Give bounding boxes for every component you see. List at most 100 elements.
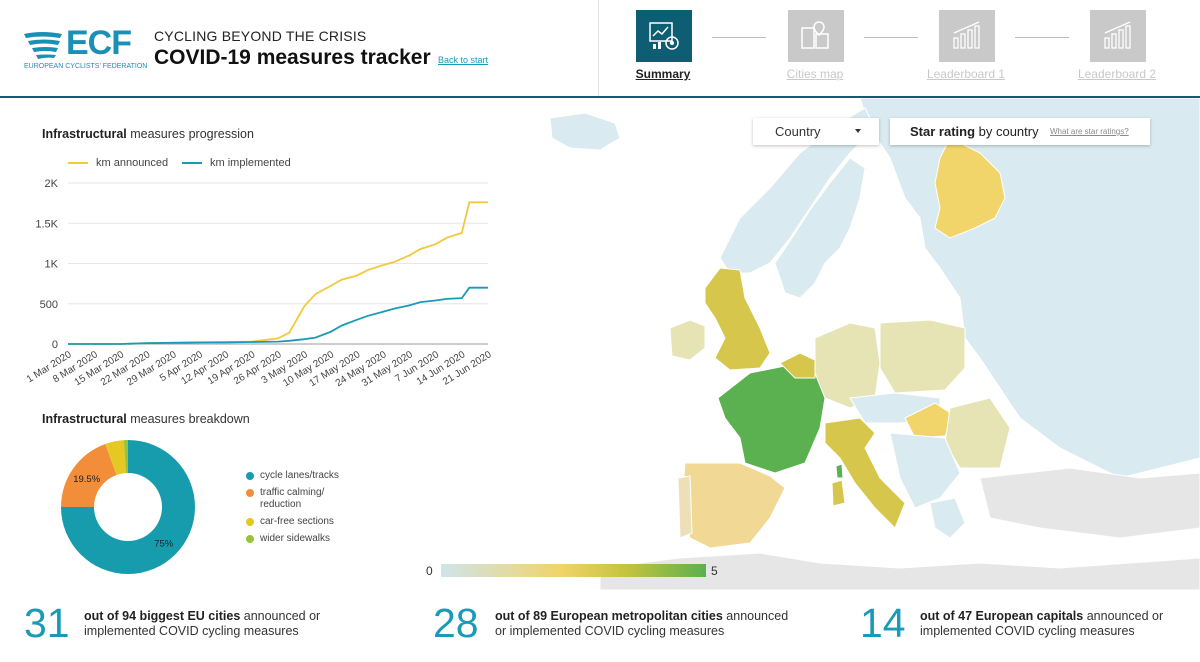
donut-chart-title: Infrastructural measures breakdown bbox=[42, 412, 250, 426]
donut-legend-label: car-free sections bbox=[260, 516, 334, 527]
legend-swatch bbox=[182, 162, 202, 164]
donut-legend-label: wider sidewalks bbox=[260, 533, 331, 544]
star-rating-panel: Star rating by country What are star rat… bbox=[890, 118, 1150, 145]
stat-text: out of 47 European capitals announced or… bbox=[920, 609, 1200, 639]
line-chart-title: Infrastructural measures progression bbox=[42, 127, 254, 141]
map-country-sweden bbox=[774, 157, 866, 299]
legend-max-label: 5 bbox=[711, 564, 718, 578]
y-tick-label: 500 bbox=[40, 299, 58, 311]
stat-text-bold: out of 94 biggest EU cities bbox=[84, 609, 241, 623]
donut-legend-item: wider sidewalks bbox=[246, 533, 366, 545]
donut-legend-item: car-free sections bbox=[246, 516, 366, 528]
map-country-portugal bbox=[677, 475, 693, 539]
legend-dot bbox=[246, 535, 254, 543]
map-country-uk bbox=[704, 267, 771, 371]
map-country-sardinia bbox=[831, 479, 846, 507]
star-rating-title-rest: by country bbox=[975, 124, 1039, 139]
map-country-corsica bbox=[835, 463, 844, 479]
page-title: COVID-19 measures tracker bbox=[154, 46, 431, 69]
nav-tab-cities-map[interactable]: Cities map bbox=[755, 10, 875, 90]
wing-icon bbox=[24, 32, 62, 59]
donut-legend-item: traffic calming/ reduction bbox=[246, 487, 366, 511]
map-country-finland bbox=[934, 137, 1006, 239]
donut-legend-label: cycle lanes/tracks bbox=[260, 470, 339, 481]
stat-text: out of 89 European metropolitan cities a… bbox=[495, 609, 795, 639]
header: ECF EUROPEAN CYCLISTS' FEDERATION CYCLIN… bbox=[0, 0, 1200, 98]
dashboard-icon bbox=[636, 10, 692, 62]
legend-dot bbox=[246, 472, 254, 480]
what-are-star-ratings-link[interactable]: What are star ratings? bbox=[1050, 127, 1129, 136]
stat-number: 28 bbox=[433, 600, 479, 646]
donut-legend-item: cycle lanes/tracks bbox=[246, 470, 366, 482]
donut-slice bbox=[105, 440, 126, 476]
nav-tab-label: Summary bbox=[635, 67, 691, 81]
stat-text-bold: out of 89 European metropolitan cities bbox=[495, 609, 723, 623]
y-tick-label: 2K bbox=[45, 178, 59, 190]
map-country-iceland bbox=[549, 112, 621, 151]
y-tick-label: 1.5K bbox=[35, 218, 58, 230]
donut-chart-title-rest: measures breakdown bbox=[126, 412, 250, 426]
donut-chart-title-bold: Infrastructural bbox=[42, 412, 127, 426]
bar-chart-icon bbox=[939, 10, 995, 62]
legend-label: km implemented bbox=[210, 157, 291, 169]
donut-slice bbox=[123, 440, 128, 474]
line-chart-title-bold: Infrastructural bbox=[42, 127, 127, 141]
map-country-balkans bbox=[889, 432, 961, 509]
map-country-spain bbox=[681, 462, 786, 549]
legend-item-announced: km announced bbox=[68, 157, 168, 169]
legend-dot bbox=[246, 518, 254, 526]
stat-text-rest: announced or implemented COVID cycling m… bbox=[495, 609, 789, 638]
country-select[interactable]: Country bbox=[753, 118, 879, 145]
star-rating-title: Star rating by country bbox=[910, 124, 1039, 139]
donut-legend: cycle lanes/tracks traffic calming/ redu… bbox=[246, 470, 366, 550]
nav-connector bbox=[1015, 37, 1069, 38]
donut-data-label: 75% bbox=[154, 539, 174, 550]
stat-text-bold: out of 47 European capitals bbox=[920, 609, 1084, 623]
donut-slice bbox=[61, 443, 117, 507]
nav-tab-leaderboard-1[interactable]: Leaderboard 1 bbox=[906, 10, 1026, 90]
legend-label: km announced bbox=[96, 157, 169, 169]
map-country-italy bbox=[824, 417, 906, 529]
legend-dot bbox=[246, 489, 254, 497]
series-line-implemented bbox=[68, 286, 488, 345]
legend-item-implemented: km implemented bbox=[182, 157, 291, 169]
stat-number: 14 bbox=[860, 600, 906, 646]
logo-subtitle: EUROPEAN CYCLISTS' FEDERATION bbox=[24, 63, 148, 70]
map-color-legend bbox=[441, 564, 706, 577]
stat-text-rest: announced or implemented COVID cycling m… bbox=[84, 609, 321, 638]
y-tick-label: 0 bbox=[52, 339, 58, 351]
chevron-down-icon bbox=[855, 129, 861, 133]
stat-text-rest: announced or implemented COVID cycling m… bbox=[920, 609, 1164, 638]
nav-tab-label: Leaderboard 2 bbox=[1077, 67, 1157, 81]
nav-tab-label: Leaderboard 1 bbox=[926, 67, 1006, 81]
stat-number: 31 bbox=[24, 600, 70, 646]
y-tick-label: 1K bbox=[45, 259, 59, 271]
map-country-greece bbox=[929, 497, 966, 539]
star-rating-title-bold: Star rating bbox=[910, 124, 976, 139]
map-country-norway bbox=[719, 107, 876, 274]
header-divider bbox=[598, 0, 599, 96]
map-country-romania bbox=[944, 397, 1011, 469]
legend-min-label: 0 bbox=[426, 564, 433, 578]
stat-text: out of 94 biggest EU cities announced or… bbox=[84, 609, 384, 639]
nav-tab-label: Cities map bbox=[786, 67, 844, 81]
nav-tab-summary[interactable]: Summary bbox=[603, 10, 723, 90]
country-select-value: Country bbox=[775, 124, 821, 139]
map-region-africa bbox=[599, 552, 1200, 590]
ecf-logo: ECF EUROPEAN CYCLISTS' FEDERATION bbox=[22, 24, 147, 72]
europe-map[interactable] bbox=[420, 98, 1200, 590]
donut-legend-label: traffic calming/ reduction bbox=[260, 487, 325, 510]
legend-swatch bbox=[68, 162, 88, 164]
donut-data-label: 19.5% bbox=[73, 474, 100, 485]
back-to-start-link[interactable]: Back to start bbox=[438, 55, 489, 65]
donut-chart: 75% 19.5% bbox=[61, 440, 195, 574]
bar-chart-icon bbox=[1090, 10, 1146, 62]
city-map-icon bbox=[788, 10, 844, 62]
nav-tab-leaderboard-2[interactable]: Leaderboard 2 bbox=[1057, 10, 1177, 90]
map-country-france bbox=[717, 365, 826, 474]
header-kicker: CYCLING BEYOND THE CRISIS bbox=[154, 28, 367, 44]
map-region-turkey bbox=[979, 467, 1200, 539]
map-country-poland bbox=[879, 319, 966, 394]
europe-map-svg[interactable] bbox=[420, 98, 1200, 590]
